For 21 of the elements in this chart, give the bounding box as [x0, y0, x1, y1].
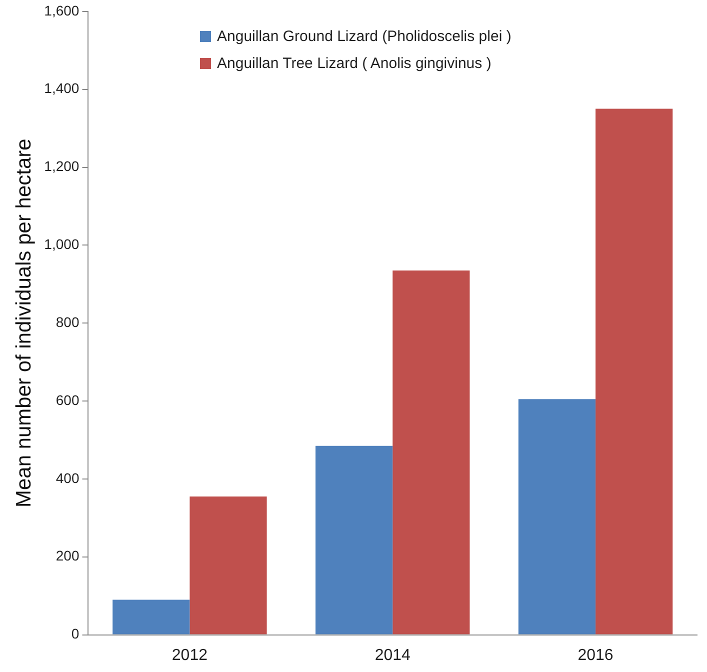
x-tick-label: 2014 [374, 646, 411, 664]
y-tick-label: 400 [56, 470, 80, 486]
x-tick-label: 2016 [578, 646, 614, 664]
bar [316, 446, 393, 634]
y-tick-label: 0 [71, 626, 80, 642]
legend-label: Anguillan Tree Lizard ( Anolis gingivinus ) [217, 55, 492, 72]
y-tick-label: 200 [56, 548, 80, 564]
x-tick-label: 2012 [172, 646, 208, 664]
y-tick-label: 800 [56, 314, 80, 330]
legend-label: Anguillan Ground Lizard (Pholidoscelis plei ) [217, 28, 512, 45]
bar [518, 399, 596, 634]
bar [112, 600, 190, 634]
y-tick-label: 600 [56, 392, 80, 408]
bar [392, 270, 470, 634]
bar [190, 496, 267, 634]
y-tick-label: 1,400 [44, 80, 80, 96]
y-tick-label: 1,600 [44, 2, 80, 18]
y-tick-label: 1,200 [44, 158, 80, 174]
bar [596, 108, 673, 634]
y-axis-title: Mean number of individuals per hectare [12, 138, 36, 508]
y-tick-label: 1,000 [44, 236, 80, 252]
